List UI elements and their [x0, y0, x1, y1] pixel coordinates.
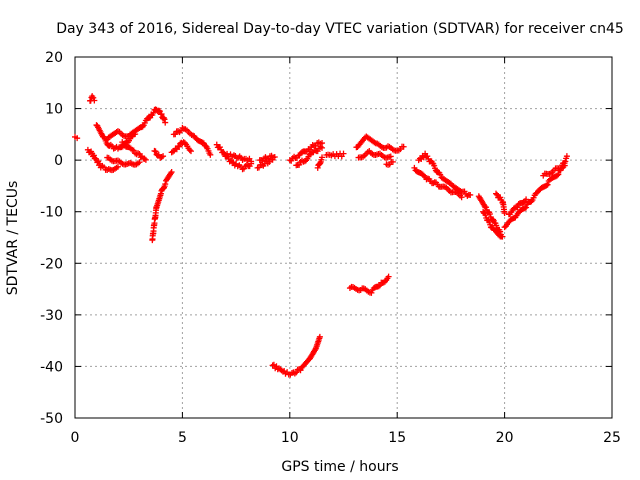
x-tick-label: 15: [388, 430, 406, 446]
data-point: [482, 212, 489, 219]
data-point: [319, 154, 326, 161]
data-point: [281, 368, 288, 375]
x-tick-label: 25: [603, 430, 621, 446]
data-point: [483, 204, 490, 211]
data-point: [368, 289, 375, 296]
data-point: [523, 204, 530, 211]
data-point: [150, 110, 157, 117]
data-point: [74, 135, 81, 142]
y-tick-label: -50: [40, 411, 63, 427]
y-tick-label: -40: [40, 359, 63, 375]
chart-title: Day 343 of 2016, Sidereal Day-to-day VTE…: [56, 21, 624, 37]
data-point: [316, 333, 323, 340]
data-point: [91, 97, 98, 104]
data-point: [467, 191, 474, 198]
data-point: [114, 163, 121, 170]
data-point: [136, 159, 143, 166]
x-axis-label: GPS time / hours: [281, 459, 398, 475]
data-point: [493, 190, 500, 197]
data-point: [563, 153, 570, 160]
data-point: [496, 232, 503, 239]
data-marks: [72, 93, 570, 378]
data-point: [271, 154, 278, 161]
data-point: [152, 148, 159, 155]
data-point: [554, 172, 561, 179]
data-point: [161, 116, 168, 123]
data-point: [207, 151, 214, 158]
data-point: [186, 147, 193, 154]
y-axis-label: SDTVAR / TECUs: [5, 181, 21, 296]
data-point: [375, 283, 382, 290]
data-point: [514, 204, 521, 211]
x-tick-label: 20: [496, 430, 514, 446]
data-point: [458, 194, 465, 201]
y-tick-label: -20: [40, 256, 63, 272]
y-tick-label: 0: [54, 153, 63, 169]
x-tick-label: 10: [281, 430, 299, 446]
data-point: [486, 211, 493, 218]
y-tick-label: 20: [45, 50, 63, 66]
data-point: [389, 158, 396, 165]
data-point: [555, 171, 562, 178]
data-point: [187, 148, 194, 155]
y-tick-label: -10: [40, 205, 63, 221]
data-point: [162, 119, 169, 126]
data-point: [371, 139, 378, 146]
data-point: [544, 181, 551, 188]
data-point: [523, 196, 530, 203]
data-point: [141, 155, 148, 162]
data-point: [167, 170, 174, 177]
data-point: [400, 143, 407, 150]
data-point: [340, 150, 347, 157]
data-point: [385, 273, 392, 280]
x-tick-label: 0: [71, 430, 80, 446]
data-point: [142, 156, 149, 163]
data-point: [90, 152, 97, 159]
y-tick-label: -30: [40, 308, 63, 324]
grid-lines: [75, 57, 612, 418]
plot-frame: [74, 56, 613, 419]
data-point: [437, 171, 444, 178]
data-point: [497, 194, 504, 201]
data-point: [162, 181, 169, 188]
data-point: [493, 222, 500, 229]
axis-ticks: 0 5 10 15 20 25 -50 -40 -30 -20 -10 0 10 20: [40, 50, 621, 446]
data-point: [176, 143, 183, 150]
data-point: [319, 144, 326, 151]
data-point: [387, 153, 394, 160]
y-tick-label: 10: [45, 102, 63, 118]
data-point: [424, 153, 431, 160]
data-point: [486, 218, 493, 225]
x-tick-label: 5: [178, 430, 187, 446]
data-point: [561, 162, 568, 169]
data-point: [168, 169, 175, 176]
data-point: [501, 210, 508, 217]
data-point: [158, 111, 165, 118]
data-point: [490, 216, 497, 223]
data-point: [497, 233, 504, 240]
data-point: [160, 153, 167, 160]
data-point: [248, 158, 255, 165]
data-point: [90, 94, 97, 101]
data-point: [543, 182, 550, 189]
